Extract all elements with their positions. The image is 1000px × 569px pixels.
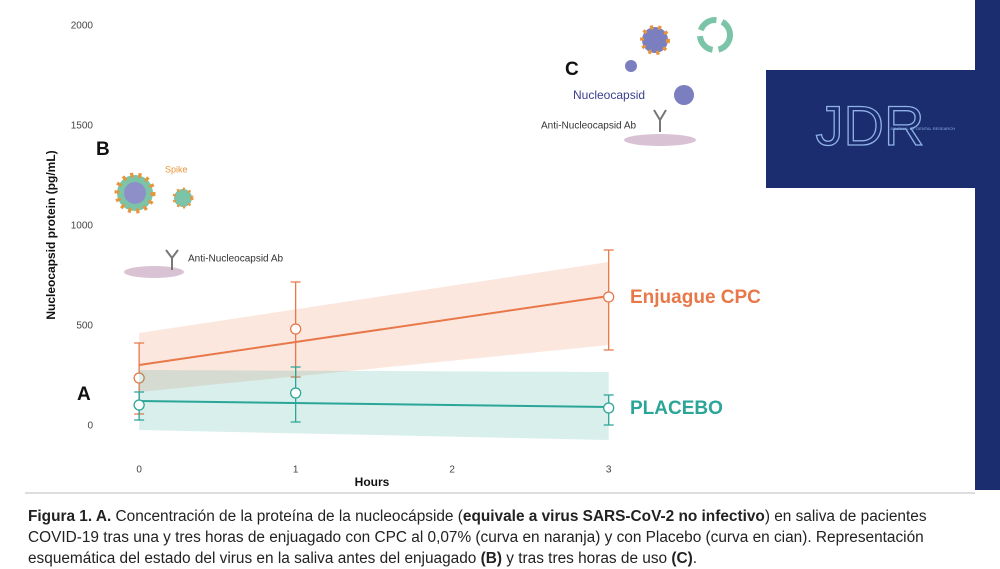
y-tick-label: 2000	[71, 21, 94, 32]
panel-label: A	[77, 384, 91, 405]
side-stripe	[975, 0, 1000, 490]
logo-box	[766, 70, 975, 188]
caption-part: .	[692, 550, 698, 567]
illustration-label: Anti-Nucleocapsid Ab	[188, 254, 283, 265]
caption: Figura 1. A. Concentración de la proteín…	[28, 506, 978, 569]
caption-part: (B)	[480, 550, 502, 567]
confidence-band	[139, 262, 609, 392]
illustration-label: Spike	[165, 164, 188, 174]
x-tick-label: 2	[449, 465, 455, 476]
x-tick-label: 3	[606, 465, 612, 476]
x-tick-label: 1	[293, 465, 299, 476]
illustration-label: Anti-Nucleocapsid Ab	[541, 121, 636, 132]
x-tick-label: 0	[136, 465, 142, 476]
caption-part: (C)	[671, 550, 693, 567]
y-tick-label: 0	[87, 421, 93, 432]
illustration-label: Nucleocapsid	[573, 88, 645, 102]
caption-part: Figura 1. A.	[28, 508, 112, 525]
data-point	[603, 402, 615, 414]
data-point	[133, 372, 145, 384]
logo-title: JDR	[816, 94, 925, 157]
data-point	[603, 291, 615, 303]
series-label: PLACEBO	[630, 398, 723, 419]
series-label: Enjuague CPC	[630, 287, 761, 308]
caption-part: y tras tres horas de uso	[502, 550, 672, 567]
x-axis-title: Hours	[355, 475, 390, 489]
fit-line	[139, 400, 609, 408]
y-tick-label: 500	[76, 321, 93, 332]
panel-label: B	[96, 139, 110, 160]
data-point	[133, 399, 145, 411]
y-tick-label: 1500	[71, 121, 94, 132]
panel-label: C	[565, 59, 579, 80]
y-tick-label: 1000	[71, 221, 94, 232]
fit-line	[138, 295, 609, 366]
caption-part: equivale a virus SARS-CoV-2 no infectivo	[462, 508, 765, 525]
data-point	[290, 387, 302, 399]
caption-part: Concentración de la proteína de la nucle…	[111, 508, 463, 525]
illustration-b	[114, 17, 733, 278]
logo-subtitle: JOURNAL OF DENTAL RESEARCH	[890, 126, 955, 131]
caption-part: ) en saliva de pacientes COVID-19 tras u…	[28, 508, 927, 567]
y-axis-title: Nucleocapsid protein (pg/mL)	[44, 150, 58, 319]
data-point	[290, 323, 302, 335]
